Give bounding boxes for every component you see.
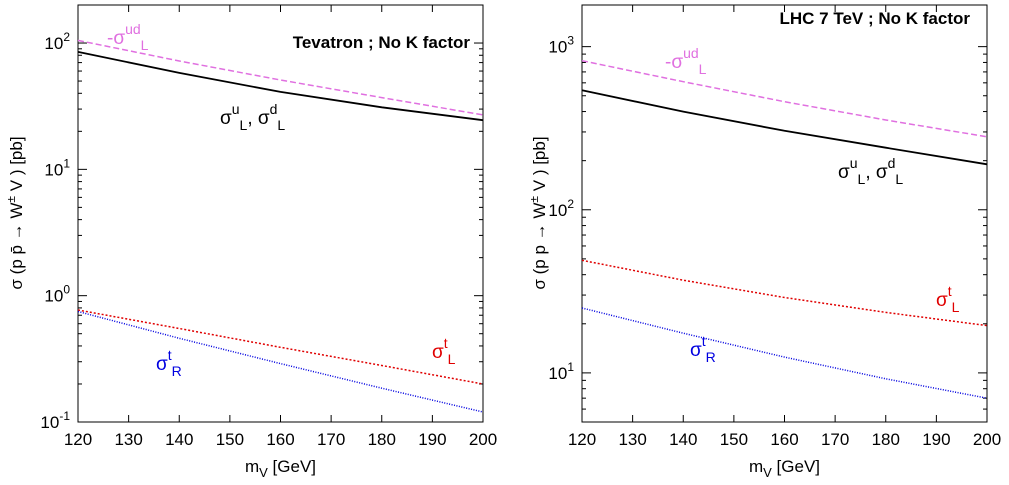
y-tick-label: 102 <box>548 197 574 220</box>
series-label-2: σuL, σdL <box>838 155 903 187</box>
series-label-1: -σudL <box>665 45 707 77</box>
y-tick-label: 100 <box>44 283 70 306</box>
x-tick-label: 150 <box>216 430 244 449</box>
x-tick-label: 130 <box>114 430 142 449</box>
chart-title: LHC 7 TeV ; No K factor <box>780 9 971 28</box>
x-tick-label: 140 <box>669 430 697 449</box>
series-line-1 <box>77 39 484 116</box>
series-line-4 <box>581 307 988 399</box>
x-tick-label: 190 <box>418 430 446 449</box>
x-tick-label: 160 <box>266 430 294 449</box>
x-tick-label: 170 <box>821 430 849 449</box>
series-line-3 <box>581 259 988 327</box>
x-tick-label: 190 <box>922 430 950 449</box>
x-axis-label: mV [GeV] <box>245 457 316 480</box>
x-tick-label: 120 <box>64 430 92 449</box>
y-tick-label: 101 <box>44 156 70 179</box>
series-label-3: σtL <box>936 283 960 315</box>
series-line-2 <box>77 51 484 122</box>
x-tick-label: 180 <box>368 430 396 449</box>
x-tick-label: 140 <box>165 430 193 449</box>
series-label-3: σtL <box>432 335 456 367</box>
y-axis-label: σ (p p → W± V ) [pb] <box>527 136 549 289</box>
series-label-2: σuL, σdL <box>220 101 285 133</box>
x-tick-label: 160 <box>770 430 798 449</box>
y-tick-label: 103 <box>548 34 574 57</box>
chart-title: Tevatron ; No K factor <box>293 33 471 52</box>
x-tick-label: 120 <box>568 430 596 449</box>
plot-frame <box>581 4 988 423</box>
x-tick-label: 150 <box>720 430 748 449</box>
y-tick-label: 101 <box>548 360 574 383</box>
series-label-4: σtR <box>156 347 182 379</box>
x-tick-label: 180 <box>872 430 900 449</box>
series-line-2 <box>581 89 988 166</box>
y-tick-label: 102 <box>44 30 70 53</box>
series-label-4: σtR <box>690 333 716 365</box>
series-line-1 <box>581 59 988 138</box>
series-line-4 <box>77 310 484 413</box>
x-tick-label: 130 <box>618 430 646 449</box>
y-tick-label: 10-1 <box>40 409 70 432</box>
x-tick-label: 200 <box>469 430 497 449</box>
plot-frame <box>77 4 484 423</box>
x-tick-label: 200 <box>973 430 1001 449</box>
x-axis-label: mV [GeV] <box>749 457 820 480</box>
chart-panel-1: 120 130 140 150 160 170 180 190 200 10-1 100 101 102… <box>4 4 497 480</box>
series-line-3 <box>77 309 484 385</box>
series-label-1: -σudL <box>107 21 149 53</box>
y-axis-label: σ (p p̄ → W± V ) [pb] <box>4 136 26 289</box>
x-tick-label: 170 <box>317 430 345 449</box>
chart-panel-2: 120 130 140 150 160 170 180 190 200 101 102 103 -σud… <box>527 4 1001 480</box>
